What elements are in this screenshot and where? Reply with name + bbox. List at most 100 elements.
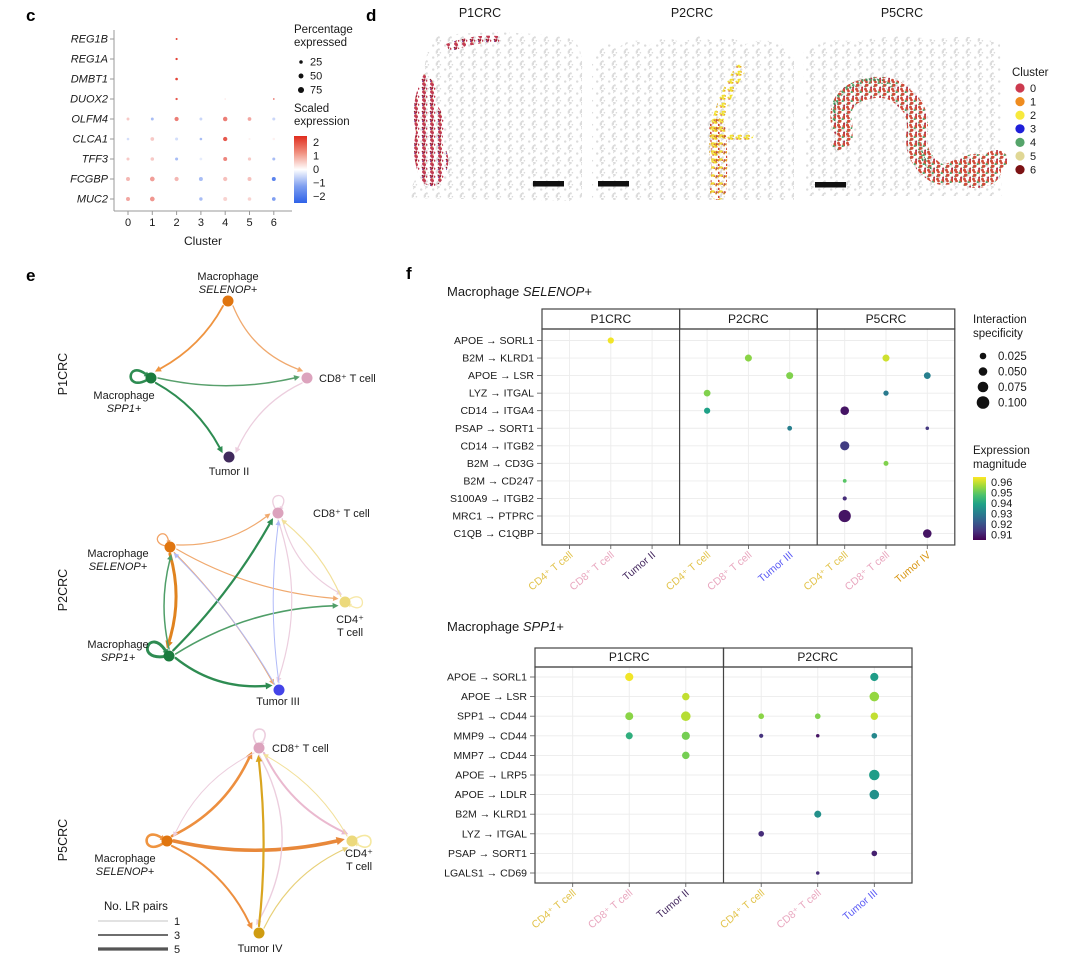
node-label: Tumor IV bbox=[238, 943, 283, 955]
tissue-P2CRC bbox=[592, 36, 794, 200]
x-tick-label: 3 bbox=[198, 217, 204, 229]
cluster-legend-dot bbox=[1015, 137, 1025, 147]
arrowhead bbox=[297, 366, 304, 372]
dot bbox=[223, 197, 228, 201]
size-legend-label: 25 bbox=[310, 57, 322, 69]
edge bbox=[170, 844, 251, 925]
facet-header-label: P2CRC bbox=[797, 650, 838, 664]
row-label: C1QB → C1QBP bbox=[453, 528, 534, 540]
node-label: CD4⁺ bbox=[336, 614, 364, 626]
dot bbox=[703, 389, 711, 397]
cluster-legend-label: 0 bbox=[1030, 83, 1036, 95]
dot bbox=[840, 441, 850, 451]
row-label: APOE → SORL1 bbox=[447, 672, 527, 684]
row-label: B2M → KLRD1 bbox=[462, 353, 534, 365]
node bbox=[145, 372, 157, 384]
dot bbox=[922, 529, 932, 538]
color-legend-title: expression bbox=[294, 116, 350, 128]
node bbox=[273, 684, 285, 696]
dot bbox=[869, 789, 880, 800]
node-label: Tumor III bbox=[256, 696, 300, 708]
edge bbox=[170, 756, 251, 838]
plot-title: Macrophage SPP1+ bbox=[447, 619, 564, 634]
node bbox=[163, 650, 175, 662]
size-legend-label: 0.050 bbox=[998, 366, 1027, 378]
arrowhead bbox=[173, 553, 180, 559]
node-label: CD8⁺ T cell bbox=[313, 508, 370, 520]
size-legend-dot bbox=[298, 73, 304, 79]
dot bbox=[814, 713, 821, 720]
dot bbox=[870, 712, 879, 720]
dot bbox=[787, 425, 793, 431]
cluster-region bbox=[831, 119, 853, 151]
size-legend-dot bbox=[976, 396, 990, 409]
dot bbox=[247, 177, 252, 181]
dot bbox=[923, 372, 931, 379]
arrowhead bbox=[173, 831, 178, 838]
dot bbox=[682, 751, 690, 760]
dot bbox=[681, 731, 690, 740]
colorbar-tick: 0.93 bbox=[991, 509, 1012, 521]
node-label: Macrophage bbox=[87, 639, 148, 651]
dot bbox=[840, 406, 850, 416]
lr-legend-label: 3 bbox=[174, 930, 180, 942]
arrowhead bbox=[332, 595, 339, 601]
size-legend-label: 75 bbox=[310, 85, 322, 97]
dot bbox=[126, 177, 130, 181]
gene-label: FCGBP bbox=[70, 174, 109, 186]
arrowhead bbox=[167, 554, 173, 561]
dot bbox=[883, 460, 889, 466]
dot bbox=[174, 116, 179, 122]
edge bbox=[284, 522, 342, 598]
panel-letter-e: e bbox=[26, 266, 36, 285]
row-label: B2M → KLRD1 bbox=[455, 809, 527, 821]
dot bbox=[198, 177, 203, 181]
dot bbox=[271, 177, 276, 181]
cluster-legend-dot bbox=[1015, 151, 1025, 161]
gene-label: MUC2 bbox=[77, 194, 108, 206]
dot bbox=[223, 176, 228, 182]
dot bbox=[838, 509, 851, 523]
colorbar-tick: 0.95 bbox=[991, 488, 1012, 500]
dot bbox=[223, 157, 228, 161]
edge bbox=[176, 516, 267, 546]
facet-header-label: P1CRC bbox=[590, 312, 631, 326]
x-tick-label: CD4⁺ T cell bbox=[718, 887, 767, 931]
panel-letter-f: f bbox=[406, 264, 412, 283]
cluster-legend-dot bbox=[1015, 110, 1025, 120]
arrowhead bbox=[266, 518, 274, 526]
node-label: SPP1+ bbox=[107, 403, 142, 415]
self-loop bbox=[272, 494, 285, 510]
cluster-legend-dot bbox=[1015, 83, 1025, 93]
row-label: APOE → SORL1 bbox=[454, 335, 534, 347]
x-tick-label: 6 bbox=[271, 217, 277, 229]
dot bbox=[175, 157, 179, 161]
x-tick-label: 2 bbox=[174, 217, 180, 229]
arrowhead bbox=[293, 375, 300, 381]
dot bbox=[126, 117, 130, 121]
node bbox=[346, 835, 358, 847]
x-tick-label: CD8⁺ T cell bbox=[705, 549, 754, 593]
row-label: APOE → LSR bbox=[461, 691, 527, 703]
title-regular: Macrophage bbox=[447, 284, 523, 299]
edge bbox=[262, 751, 344, 833]
x-tick-label: CD4⁺ T cell bbox=[664, 549, 713, 593]
node-label: SELENOP+ bbox=[89, 561, 148, 573]
dot bbox=[842, 496, 847, 501]
dot bbox=[625, 732, 633, 740]
arrowhead bbox=[235, 446, 241, 454]
facet-header-label: P2CRC bbox=[728, 312, 769, 326]
x-tick-label: 5 bbox=[246, 217, 252, 229]
x-tick-label: 1 bbox=[149, 217, 155, 229]
edge bbox=[176, 548, 334, 599]
edge bbox=[257, 760, 265, 928]
panel-c-gene-dotplot: REG1B REG1A DMBT1 DUOX2 OLFM4 CLCA1 TFF3 FCGBP M… bbox=[70, 24, 353, 248]
dotplot: Macrophage SPP1+ P1CRC P2CRC APOE → SORL1 AP… bbox=[444, 619, 913, 931]
x-tick-label: Tumor III bbox=[841, 887, 881, 923]
size-legend-title: Percentage bbox=[294, 24, 353, 36]
node-label: SPP1+ bbox=[101, 652, 136, 664]
tissue-section bbox=[803, 36, 1002, 196]
